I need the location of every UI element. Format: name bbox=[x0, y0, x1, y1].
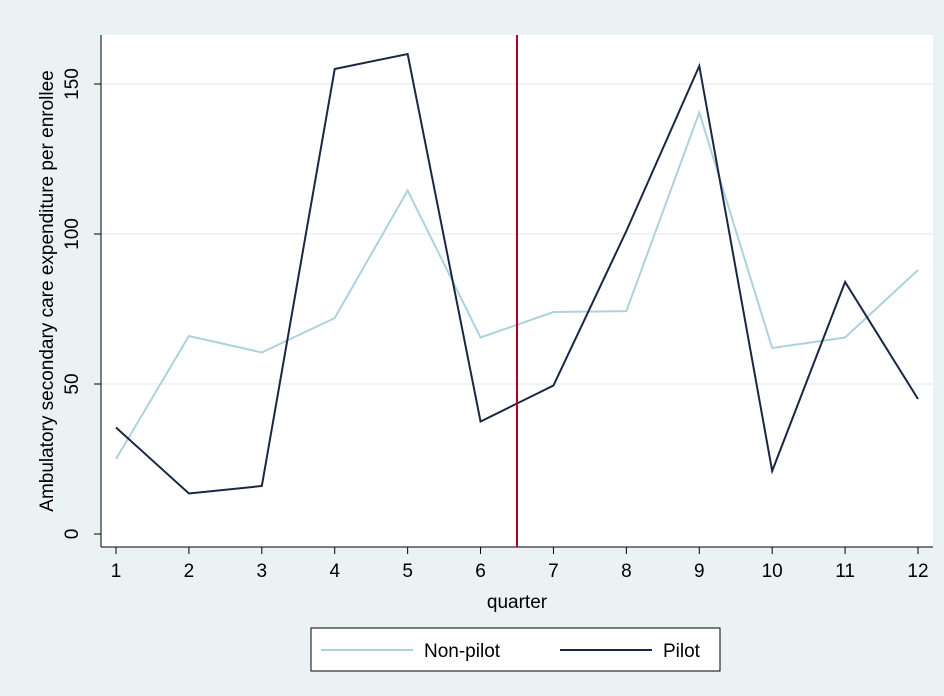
x-tick-label-10: 10 bbox=[762, 561, 783, 582]
x-tick-label-2: 2 bbox=[184, 561, 195, 582]
x-tick-label-3: 3 bbox=[257, 561, 268, 582]
y-tick-label-50: 50 bbox=[62, 373, 83, 394]
x-axis-ticks: 1 2 3 4 5 6 7 8 9 10 11 12 bbox=[111, 547, 929, 582]
x-axis-label: quarter bbox=[487, 592, 548, 613]
y-tick-label-100: 100 bbox=[62, 218, 83, 250]
x-tick-label-6: 6 bbox=[475, 561, 486, 582]
x-tick-label-4: 4 bbox=[329, 561, 340, 582]
legend-label-pilot: Pilot bbox=[663, 641, 701, 662]
legend-label-non-pilot: Non-pilot bbox=[424, 641, 501, 662]
x-tick-label-1: 1 bbox=[111, 561, 122, 582]
x-tick-label-12: 12 bbox=[907, 561, 928, 582]
x-tick-label-5: 5 bbox=[402, 561, 413, 582]
x-tick-label-9: 9 bbox=[694, 561, 705, 582]
y-tick-label-0: 0 bbox=[62, 529, 83, 540]
y-axis-label: Ambulatory secondary care expenditure pe… bbox=[37, 70, 58, 511]
x-tick-label-11: 11 bbox=[835, 561, 855, 582]
x-tick-label-7: 7 bbox=[548, 561, 559, 582]
y-axis-ticks: 0 50 100 150 bbox=[62, 68, 101, 539]
x-tick-label-8: 8 bbox=[621, 561, 632, 582]
y-tick-label-150: 150 bbox=[62, 68, 83, 100]
legend: Non-pilot Pilot bbox=[310, 627, 721, 672]
